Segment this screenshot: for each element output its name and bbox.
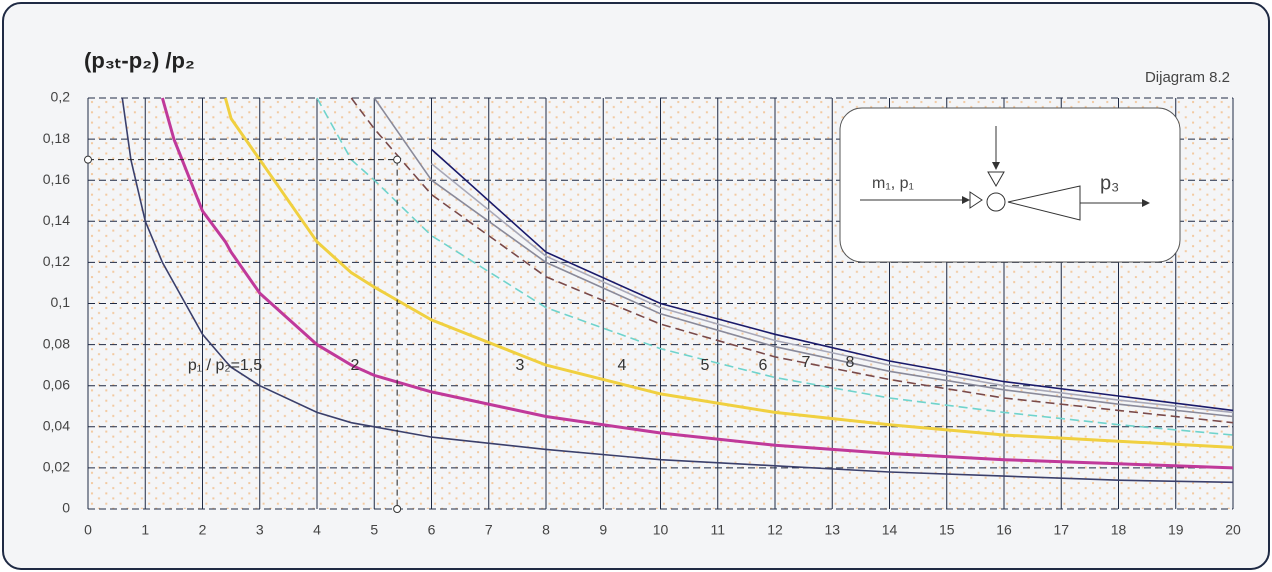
nozzle — [986, 192, 1006, 212]
x-tick-label: 20 — [1225, 522, 1241, 538]
x-tick-label: 14 — [882, 522, 898, 538]
example-start — [84, 155, 92, 164]
series-label: 6 — [759, 357, 768, 374]
series-label: 7 — [802, 354, 811, 371]
inset: m₁, p₁ p₃ — [839, 107, 1181, 263]
y-tick-label: 0,16 — [43, 171, 70, 187]
valve-top — [987, 171, 1005, 188]
x-tick-label: 17 — [1053, 522, 1069, 538]
series-line — [430, 163, 1234, 414]
x-tick-label: 8 — [542, 522, 550, 538]
y-tick-label: 0,12 — [43, 253, 70, 269]
valve — [969, 191, 983, 209]
x-tick-label: 4 — [313, 522, 321, 538]
series-label: 5 — [701, 357, 710, 374]
y-tick-label: 0 — [62, 500, 70, 516]
x-tick-label: 5 — [370, 522, 378, 538]
series-line — [373, 97, 1234, 418]
x-tick-label: 18 — [1111, 522, 1127, 538]
x-tick-label: 2 — [199, 522, 207, 538]
outlet-label: p₃ — [1100, 172, 1119, 194]
x-tick-label: 3 — [256, 522, 264, 538]
x-tick-label: 10 — [653, 522, 669, 538]
y-tick-label: 0,06 — [43, 376, 70, 392]
series-label: 2 — [351, 357, 360, 374]
y-tick-label: 0,18 — [43, 130, 70, 146]
y-tick-label: 0,02 — [43, 459, 70, 475]
x-tick-label: 12 — [767, 522, 783, 538]
y-tick-label: 0,14 — [43, 212, 70, 228]
series-line — [160, 97, 1234, 470]
series-line — [223, 97, 1234, 449]
x-tick-label: 13 — [824, 522, 840, 538]
chart-title: (p₃ₜ-p₂) /p₂ — [84, 48, 195, 73]
y-tick-label: 0,2 — [51, 89, 71, 105]
series-label: p₁ / p₂=1,5 — [188, 357, 262, 374]
note: Dijagram 8.2 — [1145, 69, 1230, 86]
series-label: 4 — [618, 357, 627, 374]
x-tick-label: 11 — [710, 522, 725, 538]
arrow-head — [1142, 199, 1150, 207]
example-point — [393, 155, 402, 164]
series-line — [430, 148, 1234, 412]
y-tick-label: 0,08 — [43, 335, 70, 351]
x-tick-label: 9 — [599, 522, 607, 538]
x-tick-label: 15 — [939, 522, 955, 538]
series-label: 3 — [516, 357, 525, 374]
inset-box — [839, 107, 1181, 263]
y-tick-label: 0,04 — [43, 418, 70, 434]
x-tick-label: 19 — [1168, 522, 1184, 538]
arrow-head — [992, 162, 1000, 170]
x-tick-label: 16 — [996, 522, 1012, 538]
example-end — [393, 505, 402, 513]
x-tick-label: 1 — [141, 522, 149, 538]
arrow-head — [962, 196, 970, 204]
inlet-label: m₁, p₁ — [872, 175, 914, 192]
y-tick-label: 0,1 — [51, 294, 71, 310]
series-line — [316, 97, 1234, 436]
x-tick-label: 6 — [428, 522, 436, 538]
plot: 0 0,02 0,04 0,06 0,08 0,1 0,12 0,14 0,16 0,18 0,2 0… — [43, 89, 1241, 538]
series-line — [350, 97, 1234, 424]
x-tick-label: 0 — [84, 522, 92, 538]
series-label: 8 — [846, 354, 855, 371]
series-line — [121, 97, 1234, 484]
x-tick-label: 7 — [485, 522, 493, 538]
